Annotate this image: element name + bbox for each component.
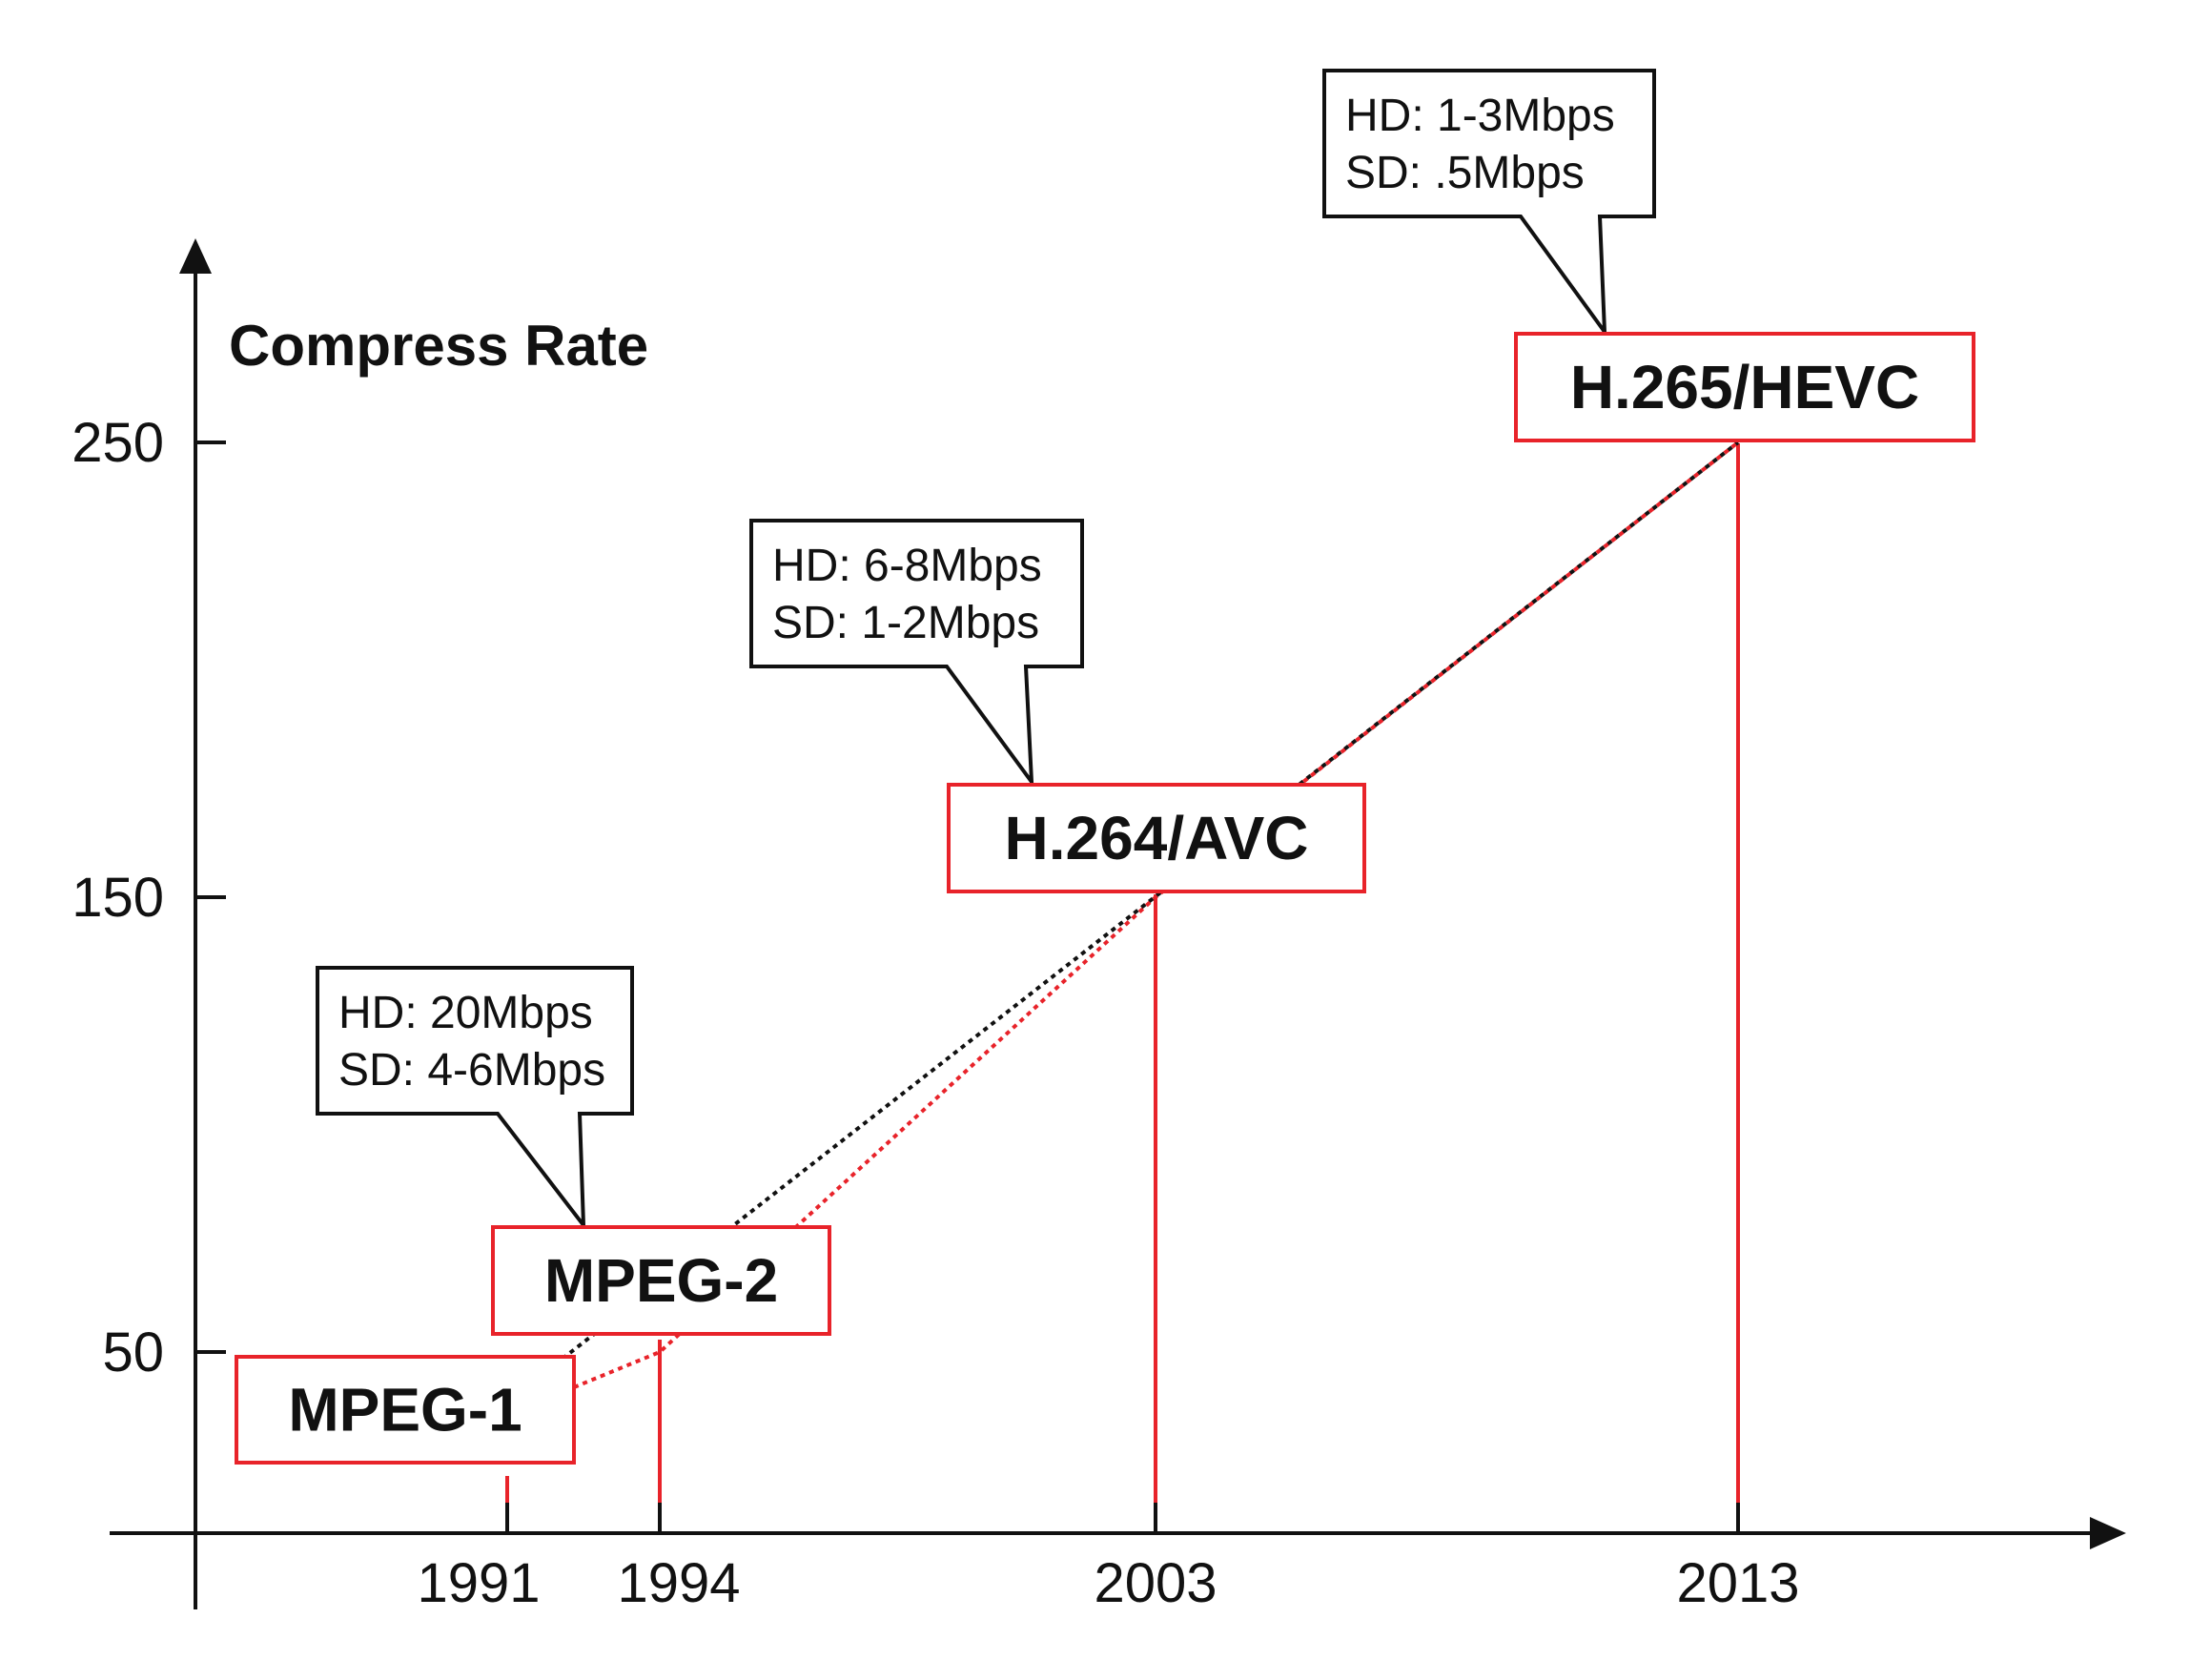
codec-label: MPEG-2 [544, 1246, 778, 1315]
x-axis-arrow-icon [2090, 1517, 2126, 1549]
codec-label: H.264/AVC [1005, 804, 1309, 872]
callout-line: HD: 1-3Mbps [1345, 91, 1615, 141]
codec-progress-line [573, 440, 1740, 1389]
bitrate-callout: HD: 6-8Mbps SD: 1-2Mbps [749, 519, 1084, 789]
codec-box-frame [491, 1225, 831, 1336]
trend-line [561, 440, 1740, 1361]
codec-label: H.265/HEVC [1570, 353, 1919, 421]
x-tick-label: 1994 [617, 1552, 740, 1614]
callouts: HD: 20Mbps SD: 4-6Mbps HD: 6-8Mbps SD: 1-2M… [316, 69, 1656, 1232]
callout-bubble [316, 966, 634, 1232]
x-tick-label: 1991 [417, 1552, 540, 1614]
codec-label: MPEG-1 [288, 1376, 522, 1444]
codec-box: MPEG-1 [235, 1355, 576, 1465]
x-ticks: 1991 1994 2003 2013 [417, 1503, 1800, 1614]
y-axis-title: Compress Rate [229, 314, 648, 378]
codec-box: MPEG-2 [491, 1225, 831, 1336]
callout-line: HD: 6-8Mbps [772, 541, 1042, 591]
y-ticks: 250 150 50 [72, 412, 226, 1383]
codec-box: H.265/HEVC [1514, 332, 1975, 442]
y-tick-label: 150 [72, 867, 164, 929]
trend-lines [561, 440, 1740, 1389]
codec-boxes: MPEG-1 MPEG-2 H.264/AVC H.265/HEVC [235, 332, 1975, 1465]
callout-line: SD: 1-2Mbps [772, 598, 1039, 648]
codec-box-frame [947, 783, 1366, 893]
y-tick-label: 250 [72, 412, 164, 474]
bitrate-callout: HD: 20Mbps SD: 4-6Mbps [316, 966, 634, 1232]
bitrate-callout: HD: 1-3Mbps SD: .5Mbps [1322, 69, 1656, 338]
callout-bubble [1322, 69, 1656, 338]
callout-line: SD: .5Mbps [1345, 148, 1585, 198]
y-axis-arrow-icon [179, 238, 212, 274]
year-drop-lines [505, 443, 1740, 1503]
codec-box-frame [235, 1355, 576, 1465]
codec-box: H.264/AVC [947, 783, 1366, 893]
x-tick-label: 2003 [1094, 1552, 1217, 1614]
y-tick-label: 50 [102, 1321, 164, 1383]
x-tick-label: 2013 [1676, 1552, 1799, 1614]
codec-box-frame [1514, 332, 1975, 442]
callout-line: SD: 4-6Mbps [338, 1045, 605, 1096]
axes: Compress Rate [110, 238, 2126, 1609]
callout-line: HD: 20Mbps [338, 988, 593, 1038]
callout-bubble [749, 519, 1084, 789]
